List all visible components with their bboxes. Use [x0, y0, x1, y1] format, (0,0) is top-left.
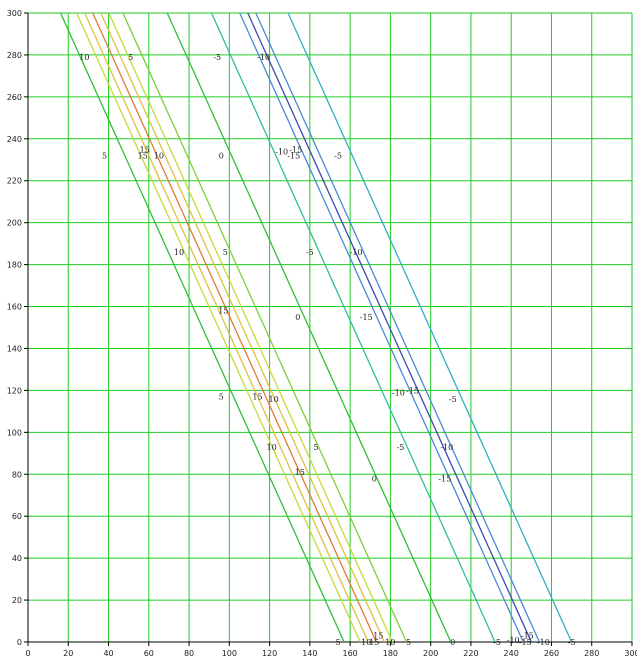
contour-label: -10: [507, 636, 520, 645]
contour-label: 15: [138, 152, 148, 161]
x-tick-label: 80: [184, 649, 194, 658]
contour-line-12: [255, 12, 540, 643]
y-tick-label: 60: [12, 512, 22, 521]
contour-line-13: [287, 12, 573, 643]
x-tick-label: 0: [25, 649, 30, 658]
contour-label: 5: [313, 443, 318, 452]
contour-label: -5: [449, 395, 457, 404]
contour-label: -15: [521, 632, 534, 641]
contour-label: 0: [219, 152, 224, 161]
contour-label: 10: [361, 638, 371, 647]
contour-label: 15: [373, 632, 383, 641]
contour-label: 15: [295, 468, 305, 477]
x-tick-label: 280: [584, 649, 599, 658]
contour-label: 5: [406, 638, 411, 647]
contour-label: -5: [493, 638, 501, 647]
y-tick-label: 300: [7, 9, 22, 18]
contour-label: -15: [289, 145, 302, 154]
contour-label: -10: [392, 388, 405, 397]
contour-label: 5: [219, 393, 224, 402]
contour-label: -10: [350, 248, 363, 257]
y-tick-label: 0: [17, 638, 22, 647]
contour-label: -5: [397, 443, 405, 452]
contour-label: 5: [102, 152, 107, 161]
contour-label: -15: [438, 474, 451, 483]
contour-label: -5: [306, 248, 314, 257]
x-tick-label: 300: [624, 649, 637, 658]
tick-labels: 0 20 40 60 80 100 120 140 160 180 200 220 240 260 280 3…: [7, 9, 637, 658]
contour-line-6: [108, 12, 394, 643]
contour-label: -15: [360, 313, 373, 322]
x-tick-label: 260: [544, 649, 559, 658]
x-tick-label: 100: [222, 649, 237, 658]
contour-label: 15: [369, 638, 379, 647]
y-tick-label: 160: [7, 303, 22, 312]
contour-label: -10: [537, 638, 550, 647]
grid: [27, 12, 633, 643]
contour-line-2: [76, 12, 361, 643]
contour-label: 5: [128, 53, 133, 62]
x-tick-label: 140: [302, 649, 317, 658]
contour-line-10: [239, 12, 524, 643]
contour-line-11: [247, 12, 532, 643]
y-tick-label: 260: [7, 93, 22, 102]
contour-label: -10: [275, 147, 288, 156]
y-tick-label: 280: [7, 51, 22, 60]
contour-line-1: [59, 12, 345, 643]
contour-label: 5: [336, 638, 341, 647]
y-tick-label: 140: [7, 344, 22, 353]
contour-label: -10: [257, 53, 270, 62]
y-tick-label: 80: [12, 470, 22, 479]
contour-line-3: [84, 12, 369, 643]
y-tick-label: 240: [7, 135, 22, 144]
contour-label: 0: [372, 474, 377, 483]
contour-label: 0: [295, 313, 300, 322]
contour-label: 10: [385, 638, 395, 647]
y-tick-label: 40: [12, 554, 22, 563]
y-tick-label: 200: [7, 219, 22, 228]
y-tick-label: 100: [7, 428, 22, 437]
contour-line-4: [92, 12, 377, 643]
contour-label: 15: [218, 307, 228, 316]
contour-label: 5: [223, 248, 228, 257]
x-tick-label: 160: [342, 649, 357, 658]
axes: [24, 12, 633, 646]
contour-label: 15: [140, 145, 150, 154]
x-tick-label: 40: [103, 649, 113, 658]
contour-line-8: [166, 12, 452, 643]
contour-label: 10: [79, 53, 89, 62]
contour-label: -15: [519, 638, 532, 647]
y-tick-label: 220: [7, 177, 22, 186]
contour-line-5: [100, 12, 385, 643]
x-tick-label: 240: [504, 649, 519, 658]
x-tick-label: 180: [383, 649, 398, 658]
contour-label: -10: [440, 443, 453, 452]
contour-label: 10: [269, 395, 279, 404]
x-tick-label: 200: [423, 649, 438, 658]
contour-line-9: [210, 12, 496, 643]
x-tick-label: 60: [144, 649, 154, 658]
x-tick-label: 220: [463, 649, 478, 658]
contour-label: 10: [174, 248, 184, 257]
contour-lines: [59, 12, 573, 643]
contour-label: -5: [334, 152, 342, 161]
contour-label: 10: [154, 152, 164, 161]
x-tick-label: 120: [262, 649, 277, 658]
contour-line-7: [122, 12, 408, 643]
contour-label: -15: [287, 152, 300, 161]
y-tick-label: 20: [12, 596, 22, 605]
y-tick-label: 120: [7, 386, 22, 395]
contour-label: -5: [568, 638, 576, 647]
x-tick-label: 20: [63, 649, 73, 658]
contour-label: 0: [450, 638, 455, 647]
contour-label: -15: [406, 386, 419, 395]
contour-label: 15: [252, 393, 262, 402]
contour-label: 10: [267, 443, 277, 452]
contour-label: -5: [213, 53, 221, 62]
y-tick-label: 180: [7, 261, 22, 270]
